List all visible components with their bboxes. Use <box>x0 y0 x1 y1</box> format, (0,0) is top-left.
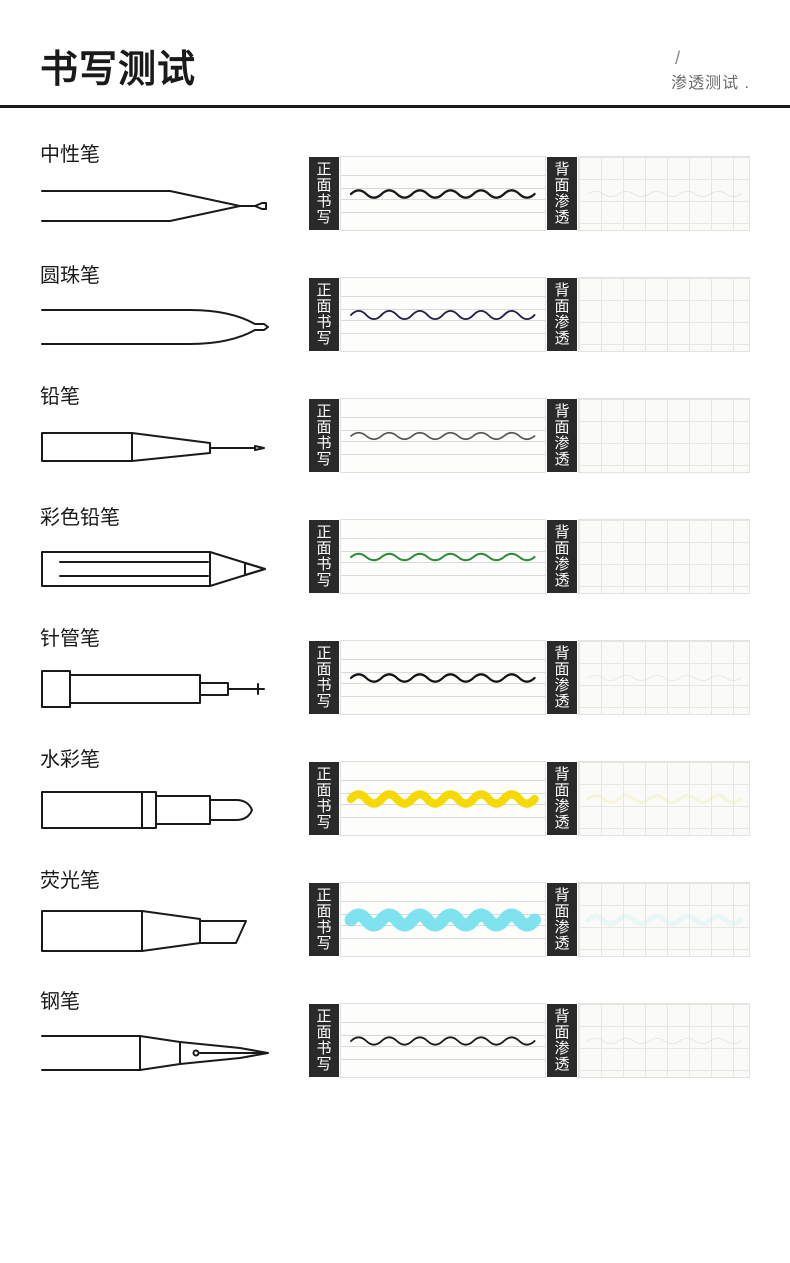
front-vlabel: 正面书写 <box>308 519 340 594</box>
main-title: 书写测试 <box>40 38 196 93</box>
pen-row: 彩色铅笔 正面书写 背面渗透 <box>40 501 750 596</box>
sample-column: 正面书写 背面渗透 <box>308 398 750 473</box>
sample-column: 正面书写 背面渗透 <box>308 277 750 352</box>
pen-row: 中性笔正面书写 背面渗透 <box>40 138 750 233</box>
back-vlabel: 背面渗透 <box>546 277 578 352</box>
back-vlabel: 背面渗透 <box>546 398 578 473</box>
sample-column: 正面书写 背面渗透 <box>308 761 750 836</box>
pen-label: 铅笔 <box>40 380 280 409</box>
front-vlabel: 正面书写 <box>308 761 340 836</box>
pen-column: 水彩笔 <box>40 743 280 838</box>
front-vlabel: 正面书写 <box>308 156 340 231</box>
sample-column: 正面书写 背面渗透 <box>308 156 750 231</box>
rows-container: 中性笔正面书写 背面渗透 圆珠笔正面书写 背面渗透铅笔 正面书写 背面渗透彩色铅… <box>0 138 790 1110</box>
pen-column: 中性笔 <box>40 138 280 233</box>
front-paper <box>340 519 546 594</box>
pen-label: 针管笔 <box>40 622 280 651</box>
color-pencil-icon <box>40 536 280 596</box>
pen-label: 中性笔 <box>40 138 280 167</box>
subtitle: 渗透测试 <box>671 69 750 93</box>
gel-icon <box>40 173 280 233</box>
pen-label: 钢笔 <box>40 985 280 1014</box>
back-paper <box>578 277 750 352</box>
pen-column: 钢笔 <box>40 985 280 1080</box>
front-vlabel: 正面书写 <box>308 398 340 473</box>
mech-pencil-icon <box>40 415 280 475</box>
front-paper <box>340 640 546 715</box>
front-vlabel: 正面书写 <box>308 640 340 715</box>
pen-column: 彩色铅笔 <box>40 501 280 596</box>
back-paper <box>578 398 750 473</box>
back-vlabel: 背面渗透 <box>546 519 578 594</box>
front-paper <box>340 156 546 231</box>
header: 书写测试 / 渗透测试 <box>0 0 790 108</box>
slash-icon: / <box>671 49 680 67</box>
pen-row: 钢笔 正面书写 背面渗透 <box>40 985 750 1080</box>
front-vlabel: 正面书写 <box>308 882 340 957</box>
pen-row: 铅笔 正面书写 背面渗透 <box>40 380 750 475</box>
back-vlabel: 背面渗透 <box>546 156 578 231</box>
back-paper <box>578 882 750 957</box>
pen-label: 彩色铅笔 <box>40 501 280 530</box>
pen-column: 荧光笔 <box>40 864 280 959</box>
front-vlabel: 正面书写 <box>308 277 340 352</box>
marker-icon <box>40 778 280 838</box>
pen-label: 圆珠笔 <box>40 259 280 288</box>
front-paper <box>340 1003 546 1078</box>
sample-column: 正面书写 背面渗透 <box>308 1003 750 1078</box>
pen-column: 针管笔 <box>40 622 280 717</box>
front-paper <box>340 277 546 352</box>
back-paper <box>578 1003 750 1078</box>
sample-column: 正面书写 背面渗透 <box>308 882 750 957</box>
back-vlabel: 背面渗透 <box>546 640 578 715</box>
pen-label: 荧光笔 <box>40 864 280 893</box>
sample-column: 正面书写 背面渗透 <box>308 519 750 594</box>
highlighter-icon <box>40 899 280 959</box>
back-paper <box>578 156 750 231</box>
sample-column: 正面书写 背面渗透 <box>308 640 750 715</box>
back-vlabel: 背面渗透 <box>546 761 578 836</box>
back-paper <box>578 519 750 594</box>
pen-row: 圆珠笔正面书写 背面渗透 <box>40 259 750 354</box>
back-vlabel: 背面渗透 <box>546 1003 578 1078</box>
pen-row: 水彩笔 正面书写 背面渗透 <box>40 743 750 838</box>
fineliner-icon <box>40 657 280 717</box>
pen-column: 铅笔 <box>40 380 280 475</box>
fountain-icon <box>40 1020 280 1080</box>
pen-label: 水彩笔 <box>40 743 280 772</box>
back-paper <box>578 640 750 715</box>
subtitle-block: / 渗透测试 <box>671 49 750 93</box>
pen-column: 圆珠笔 <box>40 259 280 354</box>
pen-row: 荧光笔 正面书写 背面渗透 <box>40 864 750 959</box>
front-paper <box>340 882 546 957</box>
front-paper <box>340 761 546 836</box>
pen-row: 针管笔 正面书写 背面渗透 <box>40 622 750 717</box>
back-paper <box>578 761 750 836</box>
back-vlabel: 背面渗透 <box>546 882 578 957</box>
front-vlabel: 正面书写 <box>308 1003 340 1078</box>
ballpoint-icon <box>40 294 280 354</box>
front-paper <box>340 398 546 473</box>
